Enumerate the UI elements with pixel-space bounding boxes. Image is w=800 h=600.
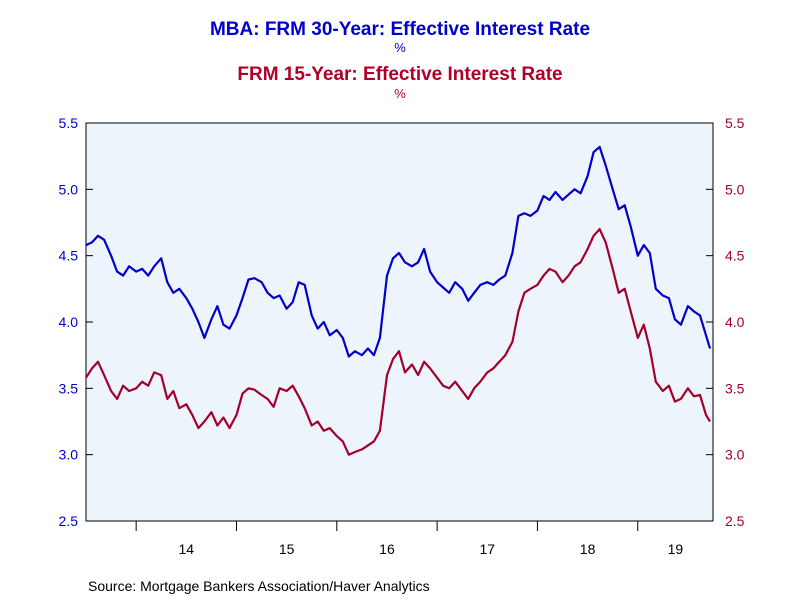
unit-label-15yr: % xyxy=(394,86,406,101)
y-tick-label-left: 3.5 xyxy=(59,380,79,396)
series-line-30yr xyxy=(85,145,712,358)
y-tick-label-left: 4.0 xyxy=(59,314,79,330)
chart-title-15yr: FRM 15-Year: Effective Interest Rate xyxy=(237,64,563,85)
x-tick-label: 14 xyxy=(179,541,195,557)
plot-area xyxy=(85,122,714,522)
chart-title-30yr: MBA: FRM 30-Year: Effective Interest Rat… xyxy=(209,19,591,40)
y-tick-label-right: 3.5 xyxy=(725,380,745,396)
x-tick-label: 17 xyxy=(479,541,495,557)
source-note: Source: Mortgage Bankers Association/Hav… xyxy=(88,578,430,594)
y-tick-label-left: 2.5 xyxy=(59,513,79,529)
series-line-15yr xyxy=(85,228,711,456)
y-tick-label-right: 5.5 xyxy=(725,115,745,131)
y-tick-label-left: 4.5 xyxy=(59,248,79,264)
y-tick-label-right: 4.5 xyxy=(725,248,745,264)
y-tick-label-right: 5.0 xyxy=(725,181,745,197)
y-tick-label-left: 5.5 xyxy=(59,115,79,131)
x-tick-label: 16 xyxy=(379,541,395,557)
y-tick-label-left: 3.0 xyxy=(59,447,79,463)
series-layer xyxy=(85,145,712,456)
unit-label-30yr: % xyxy=(394,40,406,55)
y-tick-label-right: 4.0 xyxy=(725,314,745,330)
x-tick-label: 18 xyxy=(580,541,596,557)
x-tick-label: 19 xyxy=(668,541,684,557)
y-tick-label-right: 3.0 xyxy=(725,447,745,463)
y-tick-label-left: 5.0 xyxy=(59,181,79,197)
x-tick-label: 15 xyxy=(279,541,295,557)
y-tick-label-right: 2.5 xyxy=(725,513,745,529)
axes-layer: 2.5 2.5 3.0 3.0 3.5 3.5 4.0 4.0 4.5 4.5 5.0 5.0 5.5 5… xyxy=(59,115,745,557)
